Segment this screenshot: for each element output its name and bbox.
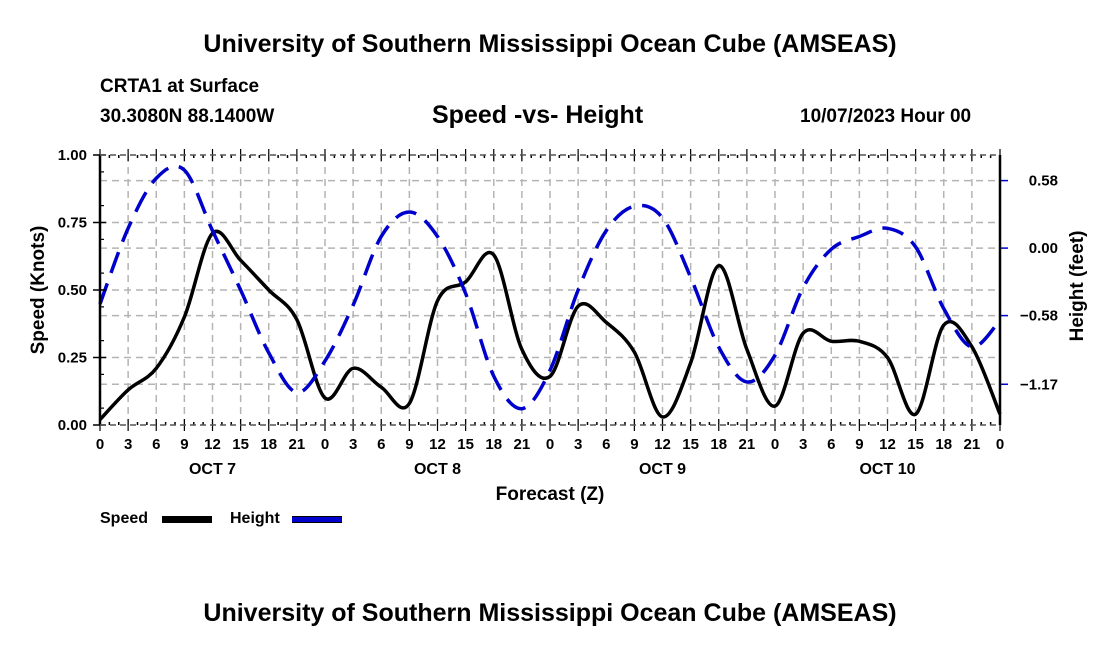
chart-subtitle: Speed -vs- Height <box>432 101 644 129</box>
speed-line <box>98 229 1002 421</box>
x-tick-label: 3 <box>124 436 132 453</box>
y2-axis-title: Height (feet) <box>1067 231 1088 342</box>
y2-tick-label: 0.58 <box>1029 173 1058 190</box>
x-tick-label: 6 <box>602 436 610 453</box>
x-tick-label: 18 <box>935 436 952 453</box>
y-axis-title: Speed (Knots) <box>28 226 49 355</box>
station-label: CRTA1 at Surface <box>100 76 260 97</box>
x-tick-label: 21 <box>514 436 531 453</box>
x-tick-label: 9 <box>405 436 413 453</box>
day-label: OCT 9 <box>639 461 686 478</box>
y2-tick-label: −1.17 <box>1020 376 1058 393</box>
x-tick-label: 3 <box>574 436 582 453</box>
y2-tick-label: 0.00 <box>1029 240 1058 257</box>
day-label: OCT 8 <box>414 461 461 478</box>
x-tick-label: 12 <box>654 436 671 453</box>
coordinates-label: 30.3080N 88.1400W <box>100 106 275 127</box>
x-tick-label: 21 <box>739 436 756 453</box>
x-tick-label: 15 <box>457 436 474 453</box>
x-tick-label: 6 <box>377 436 385 453</box>
legend-height-swatch <box>292 516 342 523</box>
x-tick-label: 9 <box>630 436 638 453</box>
x-tick-label: 0 <box>996 436 1004 453</box>
x-tick-label: 0 <box>96 436 104 453</box>
y-tick-label: 1.00 <box>58 147 87 164</box>
x-tick-label: 15 <box>907 436 924 453</box>
x-tick-label: 3 <box>349 436 357 453</box>
x-tick-label: 15 <box>682 436 699 453</box>
x-tick-label: 6 <box>152 436 160 453</box>
x-tick-label: 0 <box>771 436 779 453</box>
day-label: OCT 7 <box>189 461 236 478</box>
x-tick-label: 12 <box>429 436 446 453</box>
x-tick-label: 15 <box>232 436 249 453</box>
y-tick-label: 0.25 <box>58 350 87 367</box>
legend-height-label: Height <box>230 510 280 527</box>
x-tick-label: 9 <box>855 436 863 453</box>
x-tick-label: 12 <box>204 436 221 453</box>
axis-labels: Forecast (Z) Speed (Knots) Height (feet) <box>28 226 1088 505</box>
y2-tick-label: −0.58 <box>1020 308 1058 325</box>
x-tick-label: 6 <box>827 436 835 453</box>
y-tick-label: 0.00 <box>58 417 87 434</box>
x-tick-label: 12 <box>879 436 896 453</box>
main-title: University of Southern Mississippi Ocean… <box>203 30 897 58</box>
day-label: OCT 10 <box>859 461 915 478</box>
datetime-label: 10/07/2023 Hour 00 <box>800 106 972 127</box>
footer-title: University of Southern Mississippi Ocean… <box>203 599 897 627</box>
x-tick-label: 9 <box>180 436 188 453</box>
series <box>98 164 1002 421</box>
y-tick-label: 0.75 <box>58 215 87 232</box>
x-axis-title: Forecast (Z) <box>496 484 605 505</box>
x-tick-label: 18 <box>260 436 277 453</box>
x-tick-label: 18 <box>485 436 502 453</box>
x-tick-label: 18 <box>710 436 727 453</box>
legend-speed-swatch <box>162 516 212 523</box>
x-tick-label: 0 <box>546 436 554 453</box>
axes: 0 3 6 9 12 15 18 21 0 3 6 9 12 15 18 21 0 3 6 9 12 15 18 21 0 3 6 9… <box>58 147 1058 478</box>
grid <box>100 155 1000 425</box>
y-tick-label: 0.50 <box>58 282 87 299</box>
legend-speed-label: Speed <box>100 510 149 527</box>
x-tick-label: 0 <box>321 436 329 453</box>
x-tick-label: 21 <box>289 436 306 453</box>
x-tick-label: 21 <box>964 436 981 453</box>
x-tick-label: 3 <box>799 436 807 453</box>
